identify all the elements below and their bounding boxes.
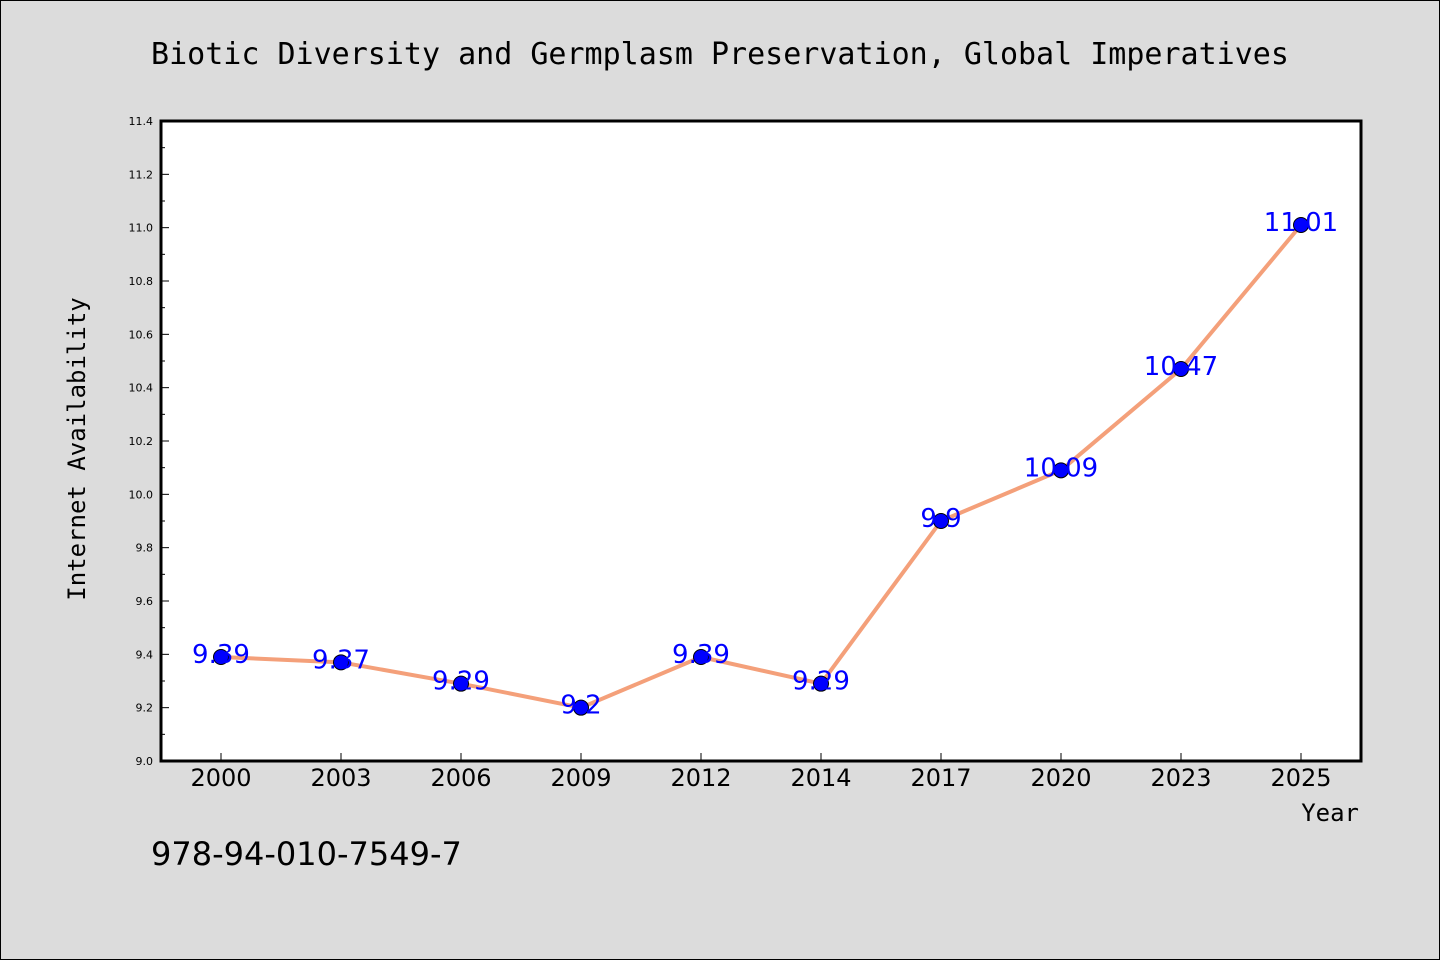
- x-tick-label: 2012: [670, 764, 731, 792]
- data-label: 9.2: [560, 691, 601, 721]
- y-tick-label: 9.2: [136, 702, 154, 715]
- y-tick-label: 9.0: [136, 755, 154, 768]
- y-tick-label: 10.2: [129, 435, 154, 448]
- data-label: 11.01: [1264, 208, 1338, 238]
- data-point: [813, 675, 829, 692]
- x-tick-label: 2025: [1270, 764, 1331, 792]
- data-label: 9.37: [312, 645, 370, 675]
- x-tick-label: 2003: [310, 764, 371, 792]
- plot-frame: [159, 119, 1363, 763]
- data-point: [213, 649, 229, 665]
- y-axis: 9.0 9.2 9.4 9.6 9.8 10.0 10.2 10.4 10.6 10.8 11.0 1…: [129, 115, 169, 768]
- y-tick-label: 10.6: [129, 328, 154, 341]
- data-point: [933, 513, 949, 529]
- x-axis: 2000 2003 2006 2009 2012 2014 2017 2020 2023 2025: [190, 753, 1332, 792]
- y-tick-label: 11.2: [129, 168, 154, 181]
- y-tick-label: 9.4: [136, 648, 154, 661]
- series-line: [219, 223, 1303, 710]
- data-label: 10.47: [1144, 352, 1218, 382]
- y-tick-label: 9.8: [136, 542, 154, 555]
- isbn-text: 978-94-010-7549-7: [151, 835, 462, 873]
- x-tick-label: 2006: [430, 764, 491, 792]
- y-tick-label: 10.8: [129, 275, 154, 288]
- y-tick-label: 10.4: [129, 382, 154, 395]
- x-tick-label: 2014: [790, 764, 851, 792]
- data-label: 9.39: [672, 640, 730, 670]
- data-label: 10.09: [1024, 453, 1098, 483]
- data-label: 9.39: [192, 640, 250, 670]
- x-tick-label: 2009: [550, 764, 611, 792]
- plot-area: [161, 121, 1361, 761]
- data-point: [693, 649, 709, 665]
- data-point: [1293, 217, 1309, 233]
- y-tick-label: 10.0: [129, 488, 154, 501]
- data-point: [333, 654, 349, 671]
- y-tick-label: 11.4: [129, 115, 154, 128]
- x-axis-title: Year: [1301, 799, 1359, 827]
- x-tick-label: 2023: [1150, 764, 1211, 792]
- data-point: [453, 675, 469, 692]
- x-tick-label: 2020: [1030, 764, 1091, 792]
- data-series: [213, 217, 1309, 716]
- data-point: [1053, 462, 1069, 479]
- data-label: 9.9: [920, 504, 961, 534]
- x-tick-label: 2000: [190, 764, 251, 792]
- data-point: [1173, 361, 1189, 377]
- y-tick-label: 11.0: [129, 222, 154, 235]
- data-label: 9.29: [792, 667, 850, 697]
- chart-title: Biotic Diversity and Germplasm Preservat…: [151, 37, 1289, 72]
- y-tick-label: 9.6: [136, 595, 154, 608]
- x-tick-label: 2017: [910, 764, 971, 792]
- data-label: 9.29: [432, 667, 490, 697]
- y-axis-title: Internet Availability: [63, 297, 91, 600]
- data-point: [573, 699, 589, 716]
- data-labels: 9.39 9.37 9.29 9.2 9.39 9.29 9.9 10.09 10.47 11.0…: [192, 208, 1338, 721]
